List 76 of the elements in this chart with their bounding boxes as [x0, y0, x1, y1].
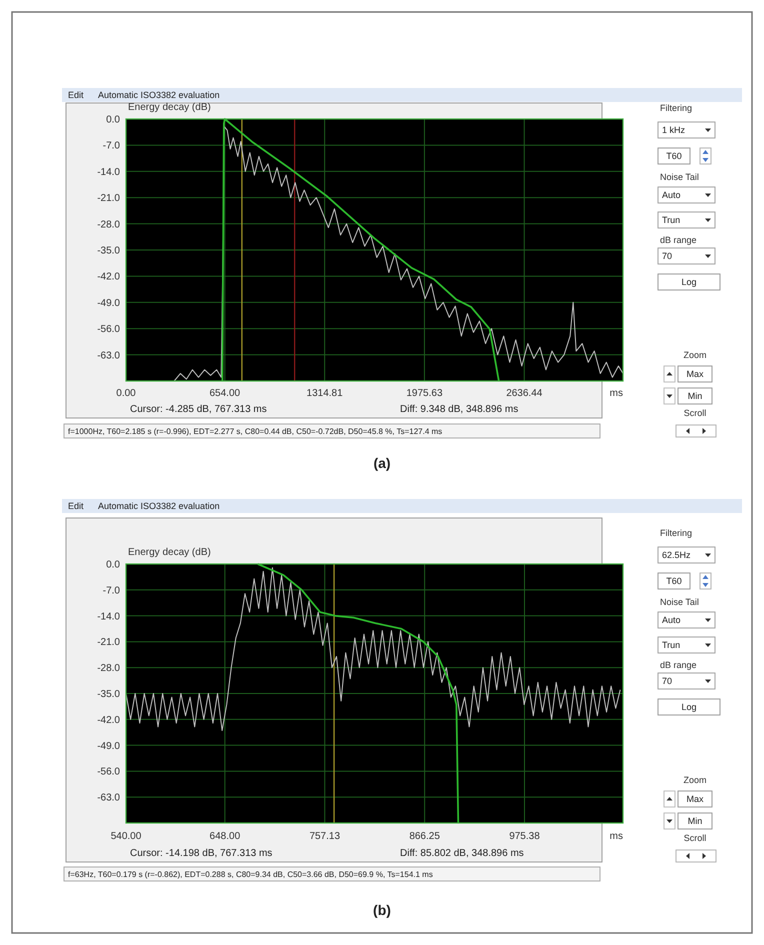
y-tick-label: -35.0 [97, 689, 120, 700]
text: (b) [373, 902, 391, 918]
text: Automatic ISO3382 evaluation [98, 90, 220, 100]
text: Diff: 9.348 dB, 348.896 ms [400, 404, 518, 415]
text: Min [688, 816, 702, 826]
dropdown-field: Trun [658, 212, 716, 228]
x-tick-label: 2636.44 [506, 388, 543, 399]
text: Zoom [683, 775, 707, 785]
text: f=1000Hz, T60=2.185 s (r=-0.996), EDT=2.277 s, C80=0.44 dB, C50=-0.72dB, D50=45.8 %, Ts=127.4 ms [68, 427, 442, 436]
x-axis-title: ms [610, 388, 623, 399]
text: T60 [666, 151, 682, 161]
text: f=63Hz, T60=0.179 s (r=-0.862), EDT=0.288 s, C80=9.34 dB, C50=3.66 dB, D50=69.9 %, Ts=154.1 ms [68, 870, 433, 879]
y-tick-label: -63.0 [97, 350, 120, 362]
text: Edit [68, 501, 84, 511]
dropdown-field: Auto [658, 186, 716, 204]
line-series [126, 567, 621, 731]
y-tick-label: -14.0 [97, 611, 120, 622]
x-tick-label: 757.13 [309, 831, 340, 842]
y-tick-label: -28.0 [97, 219, 120, 230]
y-tick-label: -7.0 [102, 585, 120, 596]
y-tick-label: -28.0 [97, 663, 120, 674]
text: (a) [373, 455, 391, 471]
x-tick-label: 654.00 [210, 388, 241, 399]
x-tick-label: 866.25 [409, 831, 440, 842]
y-tick-label: -21.0 [97, 637, 120, 648]
dropdown-field: 62.5Hz [658, 546, 716, 564]
dropdown-field: Auto [658, 612, 716, 628]
y-tick-label: -56.0 [97, 766, 120, 778]
y-tick-label: -56.0 [97, 324, 120, 336]
text: dB range [660, 235, 697, 245]
text: Filtering [660, 103, 692, 113]
text: Noise Tail [660, 597, 699, 607]
line-series [256, 563, 460, 824]
text: Noise Tail [660, 172, 699, 182]
x-tick-label: 540.00 [110, 831, 142, 842]
dropdown-field: 70 [658, 248, 716, 264]
dropdown-field: Trun [658, 636, 716, 654]
text: Log [681, 702, 697, 712]
text: Min [688, 391, 702, 401]
text: Edit [68, 90, 84, 100]
text: Cursor: -4.285 dB, 767.313 ms [130, 404, 267, 415]
text: dB range [660, 660, 697, 670]
x-tick-label: 0.00 [116, 388, 136, 399]
x-tick-label: 975.38 [509, 831, 540, 842]
y-tick-label: -42.0 [97, 714, 120, 726]
text: Scroll [684, 408, 706, 418]
y-axis-title: Energy decay (dB) [128, 102, 211, 113]
y-tick-label: -35.0 [97, 246, 120, 256]
line-series [221, 118, 500, 382]
y-axis-title: Energy decay (dB) [128, 547, 211, 558]
y-tick-label: 0.0 [106, 560, 120, 570]
y-tick-label: -21.0 [97, 193, 120, 204]
text: Scroll [684, 833, 706, 843]
text: T60 [666, 576, 682, 586]
text: Zoom [683, 350, 707, 360]
text: Filtering [660, 528, 692, 538]
dropdown-field: 1 kHz [658, 122, 716, 138]
y-tick-label: -49.0 [97, 298, 120, 309]
y-tick-label: -49.0 [97, 740, 120, 752]
y-tick-label: -42.0 [97, 272, 120, 283]
text: Automatic ISO3382 evaluation [98, 501, 220, 511]
x-axis-title: ms [610, 831, 623, 842]
x-tick-label: 1314.81 [306, 388, 344, 399]
text: Diff: 85.802 dB, 348.896 ms [400, 848, 524, 859]
line-series [174, 126, 624, 382]
y-tick-label: -7.0 [102, 140, 120, 152]
y-tick-label: -14.0 [97, 166, 120, 178]
y-tick-label: 0.0 [106, 114, 120, 126]
text: Log [681, 277, 697, 287]
x-tick-label: 648.00 [210, 831, 241, 842]
y-tick-label: -63.0 [97, 792, 120, 804]
text: Max [686, 794, 704, 804]
x-tick-label: 1975.63 [406, 388, 443, 399]
text: Cursor: -14.198 dB, 767.313 ms [130, 848, 272, 859]
text: Max [686, 369, 704, 379]
dropdown-field: 70 [658, 672, 716, 690]
